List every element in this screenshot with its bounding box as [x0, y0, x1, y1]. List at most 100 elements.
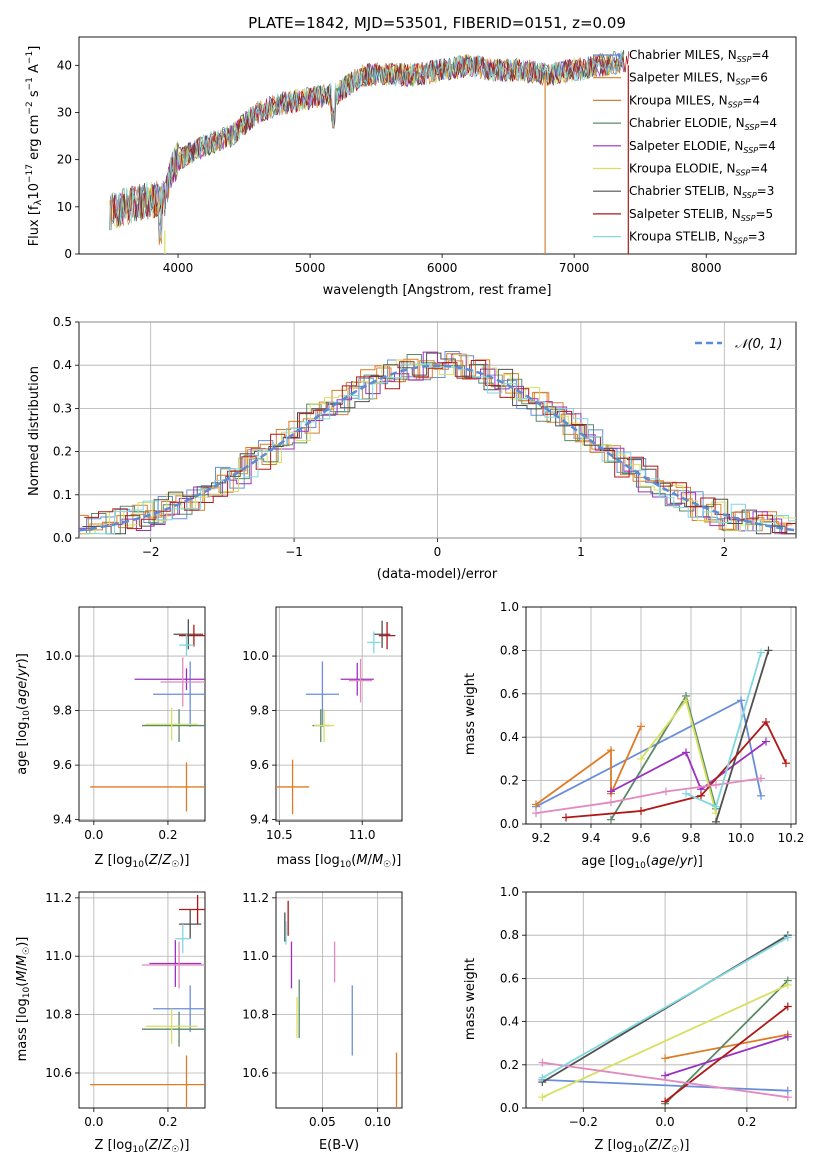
legend-entry: Salpeter STELIB, NSSP=5: [629, 207, 773, 223]
panel-marks: [284, 900, 398, 1108]
y-tick-label: 0.1: [53, 488, 72, 502]
y-tick-label: 11.0: [242, 949, 269, 963]
residual-panel: −2 −1 0 1 2 0.0 0.1 0.2 0.3 0.4 0.5 𝒩(0, 1) (data-…: [27, 315, 797, 582]
panel-marks: [538, 931, 792, 1108]
y-tick-label: 11.2: [242, 891, 269, 905]
y-tick-label: 0.8: [500, 643, 519, 657]
panel-frame: [275, 891, 403, 1109]
normal-curve: [78, 364, 797, 532]
y-tick-label: 0.2: [500, 1058, 519, 1072]
weight-series-line: [535, 777, 762, 814]
x-tick-label: 10.0: [728, 831, 755, 845]
weight-series-line: [541, 934, 789, 1083]
legend-entry: Kroupa ELODIE, NSSP=4: [629, 162, 768, 178]
y-tick-label: 0.0: [53, 531, 72, 545]
legend-normal-label: 𝒩(0, 1): [735, 337, 782, 352]
y-tick-label: 0.0: [500, 817, 519, 831]
x-tick-label: −0.2: [569, 1115, 598, 1129]
legend-entry: Chabrier STELIB, NSSP=3: [629, 184, 774, 200]
y-tick-label: 11.0: [45, 949, 72, 963]
y-tick-label: 11.2: [45, 891, 72, 905]
panel-frame: [525, 891, 797, 1109]
y-tick-label: 10: [57, 200, 72, 214]
spectrum-panel: PLATE=1842, MJD=53501, FIBERID=0151, z=0…: [25, 14, 797, 298]
y-tick-label: 9.4: [53, 813, 72, 827]
y-tick-label: 1.0: [500, 885, 519, 899]
p8-xlabel: Z [log10(Z/Z☉)]: [595, 1138, 690, 1155]
weight-series-line: [664, 1035, 789, 1077]
y-tick-label: 0.6: [500, 971, 519, 985]
legend-entry: Salpeter MILES, NSSP=6: [629, 71, 768, 87]
y-tick-label: 0.2: [500, 774, 519, 788]
y-tick-label: 0: [64, 247, 72, 261]
x-tick-label: 4000: [163, 261, 194, 275]
weight-series-line: [542, 1061, 788, 1099]
panel-frame: [525, 606, 797, 825]
p5-ylabel: mass weight: [463, 673, 478, 755]
y-tick-label: 10.8: [45, 1008, 72, 1022]
residual-histogram-step: [79, 351, 790, 535]
panel-frame: [78, 891, 206, 1109]
spectrum-axes: [78, 36, 797, 255]
x-tick-label: 0.0: [656, 1115, 675, 1129]
x-tick-label: 0.2: [158, 828, 177, 842]
residual-xlabel: (data-model)/error: [377, 567, 498, 582]
p6-xlabel: Z [log10(Z/Z☉)]: [95, 1138, 190, 1155]
p6-ylabel: mass [log10(M/M☉)]: [15, 937, 32, 1062]
x-tick-label: 9.8: [681, 831, 700, 845]
x-tick-label: −2: [142, 545, 160, 559]
y-tick-label: 9.6: [250, 758, 269, 772]
y-tick-label: 0.4: [500, 730, 519, 744]
x-tick-label: 10.2: [778, 831, 805, 845]
spectrum-lines: [109, 49, 630, 254]
panel-3: 10.5 11.0 9.4 9.6 9.8 10.0: [242, 606, 403, 842]
p5-xlabel: age [log10(age/yr)]: [581, 854, 703, 871]
panel-marks: [90, 894, 205, 1108]
residual-histogram-step: [80, 354, 796, 535]
legend-entry: Salpeter ELODIE, NSSP=4: [629, 139, 776, 155]
legend-entry: Kroupa MILES, NSSP=4: [629, 93, 760, 109]
weight-series-line: [664, 1005, 789, 1103]
y-tick-label: 30: [57, 105, 72, 119]
x-tick-label: 8000: [691, 261, 722, 275]
panel-5: 0.0 0.2 10.6 10.8 11.0 11.2: [45, 891, 206, 1129]
weight-series-line: [715, 650, 770, 823]
y-tick-label: 0.4: [500, 1015, 519, 1029]
spectrum-legend: Chabrier MILES, NSSP=4 Salpeter MILES, NS…: [593, 48, 777, 246]
legend-entry: Chabrier MILES, NSSP=4: [629, 48, 769, 64]
y-tick-label: 10.0: [45, 649, 72, 663]
residual-histogram-step: [85, 363, 796, 535]
panel-frame: [275, 606, 403, 822]
y-tick-label: 0.3: [53, 401, 72, 415]
y-tick-label: 10.6: [242, 1066, 269, 1080]
weight-series-line: [542, 984, 789, 1099]
x-tick-label: 11.0: [349, 828, 376, 842]
residual-histogram-step: [79, 353, 791, 532]
panel-6: 0.05 0.10 10.6 10.8 11.0 11.2: [242, 891, 403, 1129]
y-tick-label: 20: [57, 153, 72, 167]
p3-xlabel: Z [log10(Z/Z☉)]: [95, 853, 190, 870]
y-tick-label: 9.8: [53, 704, 72, 718]
y-tick-label: 0.2: [53, 445, 72, 459]
weight-series-line: [535, 698, 762, 808]
y-tick-label: 9.6: [53, 758, 72, 772]
x-tick-label: 0.0: [84, 1115, 103, 1129]
y-tick-label: 9.8: [250, 704, 269, 718]
y-tick-label: 0.6: [500, 687, 519, 701]
x-tick-label: 9.4: [581, 831, 600, 845]
x-tick-label: 0.10: [364, 1115, 391, 1129]
panel-4: 9.2 9.4 9.6 9.8 10.0 10.2 0.0 0.2 0.4 0.6 0.8 1.0: [500, 600, 804, 845]
legend-entry: Kroupa STELIB, NSSP=3: [629, 230, 765, 246]
x-tick-label: 0.2: [158, 1115, 177, 1129]
x-tick-label: 10.5: [266, 828, 293, 842]
weight-series-line: [541, 936, 789, 1079]
residual-ylabel: Normed distribution: [27, 366, 42, 496]
spectrum-ylabel: Flux [fλ10−17 erg cm−2 s−1 A−1]: [25, 46, 44, 247]
panel-frame: [78, 606, 206, 822]
y-tick-label: 0.4: [53, 358, 72, 372]
x-tick-label: 0.0: [84, 828, 103, 842]
weight-series-line: [664, 1033, 788, 1060]
p3-ylabel: age [log10(age/yr)]: [15, 653, 32, 775]
x-tick-label: 0: [434, 545, 442, 559]
